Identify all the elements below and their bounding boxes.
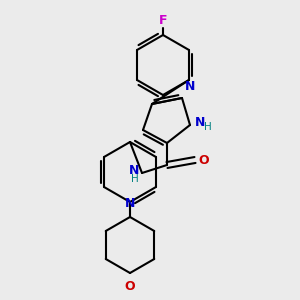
Text: H: H: [204, 122, 212, 132]
Text: N: N: [185, 80, 195, 93]
Text: O: O: [125, 280, 135, 293]
Text: N: N: [195, 116, 206, 130]
Text: F: F: [159, 14, 167, 27]
Text: H: H: [131, 174, 139, 184]
Text: N: N: [129, 164, 139, 178]
Text: N: N: [125, 197, 135, 210]
Text: O: O: [198, 154, 208, 166]
